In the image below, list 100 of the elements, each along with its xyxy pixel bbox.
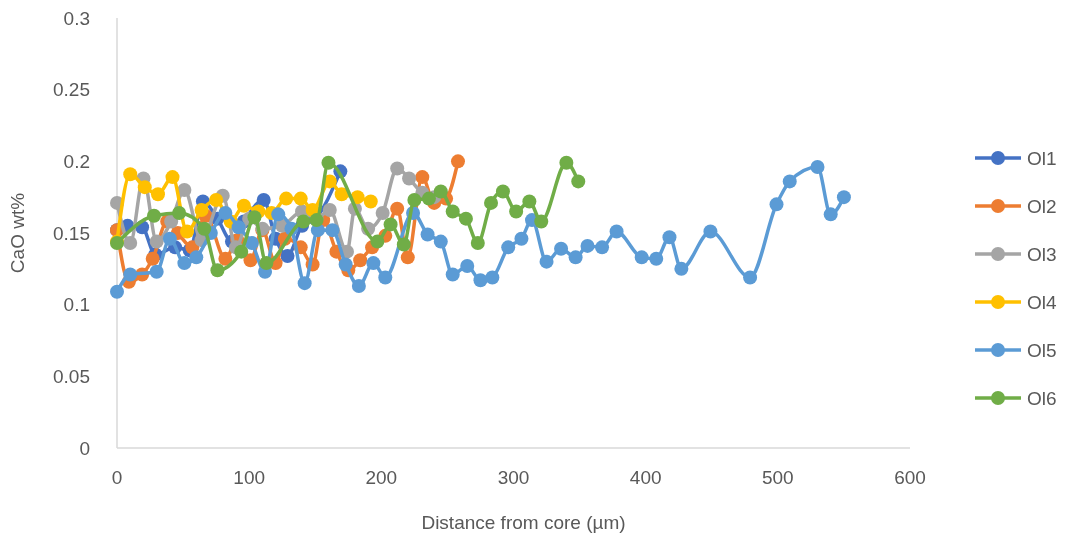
point xyxy=(539,254,554,269)
point xyxy=(458,211,473,226)
x-tick-label: 600 xyxy=(894,467,926,488)
point xyxy=(662,230,677,245)
legend-label: Ol1 xyxy=(1027,147,1057,169)
legend-label: Ol4 xyxy=(1027,291,1057,313)
point xyxy=(297,276,312,291)
point xyxy=(279,191,294,206)
x-tick-label: 0 xyxy=(111,467,123,488)
point xyxy=(378,270,393,285)
point xyxy=(180,224,195,239)
point xyxy=(165,170,180,185)
point xyxy=(210,263,225,278)
point xyxy=(595,240,610,255)
point xyxy=(145,251,160,266)
point xyxy=(649,251,664,266)
point xyxy=(390,201,405,216)
point xyxy=(580,238,595,253)
x-tick-label: 500 xyxy=(761,467,794,488)
point xyxy=(296,214,311,229)
point xyxy=(259,256,274,271)
point xyxy=(137,180,152,195)
y-tick-label: 0.2 xyxy=(63,150,90,172)
point xyxy=(421,191,436,206)
legend-label: Ol3 xyxy=(1027,243,1057,265)
point xyxy=(321,155,336,170)
y-tick-label: 0 xyxy=(79,437,90,459)
y-tick-label: 0.05 xyxy=(53,365,90,387)
point xyxy=(353,253,368,268)
point xyxy=(571,174,586,189)
point xyxy=(554,241,569,256)
point xyxy=(501,240,516,255)
point xyxy=(634,250,649,265)
point xyxy=(470,236,485,251)
point xyxy=(460,258,475,273)
point xyxy=(534,214,549,229)
point xyxy=(256,193,271,208)
point xyxy=(383,217,398,232)
point xyxy=(338,257,353,272)
point xyxy=(810,160,825,175)
x-tick-label: 300 xyxy=(497,467,530,488)
point xyxy=(243,253,258,268)
point xyxy=(415,170,430,185)
point xyxy=(150,187,165,202)
y-tick-label: 0.25 xyxy=(53,79,90,101)
point xyxy=(194,203,209,218)
point xyxy=(396,237,411,252)
y-tick-label: 0.1 xyxy=(63,294,90,316)
legend-label: Ol5 xyxy=(1027,339,1057,361)
x-tick-label: 200 xyxy=(365,467,398,488)
point xyxy=(402,171,417,186)
point xyxy=(674,261,689,276)
point xyxy=(559,155,574,170)
point xyxy=(123,267,138,282)
point xyxy=(407,193,422,208)
point xyxy=(450,154,465,169)
point xyxy=(334,187,349,202)
point xyxy=(280,248,295,263)
point xyxy=(836,190,851,205)
point xyxy=(823,207,838,222)
point xyxy=(172,205,187,220)
legend-label: Ol6 xyxy=(1027,387,1057,409)
point xyxy=(123,236,138,251)
point xyxy=(177,256,192,271)
x-axis-title: Distance from core (µm) xyxy=(421,512,626,533)
point xyxy=(244,236,259,251)
y-tick-label: 0.3 xyxy=(63,7,90,29)
point xyxy=(366,256,381,271)
point xyxy=(164,214,179,229)
point xyxy=(197,221,212,236)
point xyxy=(485,270,500,285)
y-tick-label: 0.15 xyxy=(53,222,90,244)
point xyxy=(218,205,233,220)
point xyxy=(484,195,499,210)
point xyxy=(609,224,624,239)
point xyxy=(322,203,337,218)
point xyxy=(234,244,249,259)
point xyxy=(375,205,390,220)
y-axis-title: CaO wt% xyxy=(7,192,28,274)
point xyxy=(390,161,405,176)
point xyxy=(445,204,460,219)
point xyxy=(247,210,262,225)
point xyxy=(218,251,233,266)
point xyxy=(149,234,164,249)
point xyxy=(433,234,448,249)
point xyxy=(149,264,164,279)
x-tick-label: 100 xyxy=(233,467,266,488)
point xyxy=(445,267,460,282)
point xyxy=(231,220,246,235)
point xyxy=(325,223,340,238)
point xyxy=(209,193,224,208)
point xyxy=(514,231,529,246)
point xyxy=(177,183,192,197)
point xyxy=(110,284,124,299)
point xyxy=(522,194,537,209)
point xyxy=(420,227,435,242)
point xyxy=(433,184,448,199)
point xyxy=(236,198,251,213)
point xyxy=(370,234,385,249)
point xyxy=(568,250,583,265)
